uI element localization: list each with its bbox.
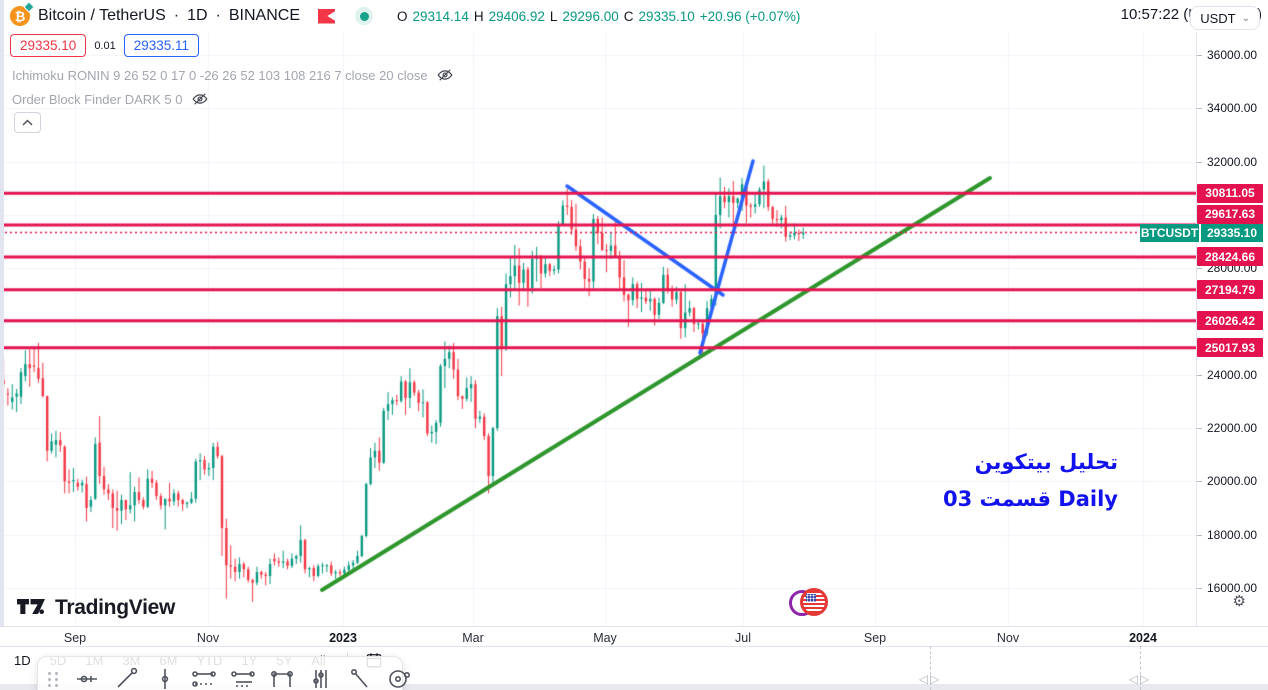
time-axis-month-label: Nov: [196, 631, 220, 645]
range-button-1d[interactable]: 1D: [14, 652, 31, 668]
price-level-label: 29617.63: [1197, 204, 1263, 224]
exchange-label: BINANCE: [228, 7, 300, 24]
price-tick-label: 34000.00: [1207, 101, 1258, 116]
flag-circle-icon: [800, 588, 828, 616]
price-level-label: 25017.93: [1197, 338, 1263, 358]
price-level-label: 28424.66: [1197, 247, 1263, 267]
flag-icon[interactable]: [318, 8, 335, 24]
bitcoin-logo-icon: ₿: [10, 1, 35, 26]
close-label: C: [623, 8, 634, 24]
timeframe-label[interactable]: 1D: [187, 7, 208, 24]
price-level-label: 27194.79: [1197, 280, 1263, 300]
currency-selector[interactable]: USDT ⌄: [1190, 6, 1260, 30]
time-axis-month-label: Jul: [735, 631, 751, 645]
time-axis-month-label: Mar: [462, 631, 484, 645]
analysis-note-line2: قسمت 03 Daily: [943, 487, 1118, 511]
collapse-legend-button[interactable]: [14, 112, 41, 133]
time-axis[interactable]: Sep Nov 2023 Mar May Jul Sep Nov 2024: [0, 626, 1268, 646]
palette-drag-handle-icon[interactable]: [48, 671, 59, 687]
tradingview-watermark[interactable]: TradingView: [17, 596, 175, 620]
currency-label: USDT: [1200, 10, 1236, 26]
chevron-down-icon: ⌄: [1241, 12, 1250, 24]
left-edge-strip: [0, 0, 4, 690]
price-level-label: 30811.05: [1197, 183, 1263, 203]
axis-settings-gear-icon[interactable]: ⚙: [1232, 592, 1246, 610]
pane-resize-handle[interactable]: ◁▷: [1128, 646, 1152, 690]
ray-tool-icon[interactable]: [347, 666, 373, 690]
indicator-name: Order Block Finder DARK 5 0: [12, 91, 183, 107]
analysis-note: تحليل بيتكوين قسمت 03 Daily: [938, 449, 1118, 512]
chevron-up-icon: [22, 119, 33, 126]
sell-button[interactable]: 29335.10: [10, 34, 87, 57]
price-tick-label: 36000.00: [1207, 48, 1258, 62]
price-level-label: 26026.42: [1197, 311, 1263, 331]
measure-tool-icon[interactable]: [74, 666, 100, 690]
vertical-line-tool-icon[interactable]: [152, 666, 178, 690]
price-tick-mark: [1197, 108, 1202, 110]
low-value: 29296.00: [562, 8, 619, 24]
price-tick-mark: [1197, 161, 1202, 163]
visibility-off-icon[interactable]: [191, 90, 209, 108]
title-separator: ·: [173, 7, 180, 24]
time-axis-month-label: Sep: [863, 631, 887, 645]
symbol-title[interactable]: Bitcoin / TetherUS: [38, 7, 166, 24]
disjoint-channel-tool-icon[interactable]: [230, 666, 256, 690]
analysis-note-line1: تحليل بيتكوين: [974, 450, 1118, 474]
price-tick-label: 16000.00: [1207, 581, 1258, 595]
ellipse-tool-icon[interactable]: [386, 666, 412, 690]
price-tick-label: 32000.00: [1207, 154, 1258, 169]
change-value: +20.96 (+0.07%): [699, 8, 801, 24]
price-tick-label: 18000.00: [1207, 527, 1258, 542]
time-axis-month-label: May: [593, 631, 617, 645]
high-label: H: [473, 8, 484, 24]
pane-resize-handle[interactable]: ◁▷: [918, 646, 942, 690]
indicator-row-ichimoku[interactable]: Ichimoku RONIN 9 26 52 0 17 0 -26 26 52 …: [12, 66, 454, 84]
open-label: O: [397, 8, 408, 24]
price-tick-mark: [1197, 481, 1202, 483]
current-symbol: BTCUSDT: [1140, 223, 1199, 242]
connection-status-icon[interactable]: [355, 7, 373, 25]
ohlc-readout: O 29314.14 H 29406.92 L 29296.00 C 29335.10 …: [397, 9, 800, 24]
indicator-name: Ichimoku RONIN 9 26 52 0 17 0 -26 26 52 …: [12, 67, 428, 83]
symbol-header: ₿ Bitcoin / TetherUS · 1D · BINANCE O 293…: [10, 0, 800, 32]
time-axis-year-label: 2023: [329, 631, 357, 645]
price-tick-mark: [1197, 428, 1202, 430]
price-tick-label: 24000.00: [1207, 367, 1258, 382]
tradingview-logo-icon: [17, 597, 47, 619]
price-tick-mark: [1197, 588, 1202, 589]
indicator-row-order-block[interactable]: Order Block Finder DARK 5 0: [12, 90, 209, 108]
drawing-tools-palette: [37, 656, 410, 690]
current-price-value: 29335.10: [1201, 223, 1263, 242]
time-axis-month-label: Sep: [63, 631, 87, 645]
price-tick-mark: [1197, 374, 1202, 376]
trend-line-tool-icon[interactable]: [113, 666, 139, 690]
time-axis-year-label: 2024: [1129, 631, 1157, 645]
price-tick-mark: [1197, 534, 1202, 536]
price-tick-label: 20000.00: [1207, 474, 1258, 489]
tether-badge-icon: [23, 1, 35, 13]
spread-value: 0.01: [94, 39, 116, 52]
price-tick-mark: [1197, 268, 1202, 270]
parallel-channel-tool-icon[interactable]: [191, 666, 217, 690]
tradingview-wordmark: TradingView: [55, 596, 176, 619]
window-bottom-strip: [0, 684, 1268, 690]
low-label: L: [549, 8, 558, 24]
time-axis-month-label: Nov: [996, 631, 1020, 645]
price-chart-canvas[interactable]: [0, 32, 1196, 626]
current-price-label: BTCUSDT 29335.10: [1140, 223, 1263, 242]
open-value: 29314.14: [412, 8, 469, 24]
pitchfork-tool-icon[interactable]: [269, 666, 295, 690]
price-tick-mark: [1197, 55, 1202, 56]
buy-button[interactable]: 29335.11: [123, 34, 200, 57]
close-value: 29335.10: [638, 8, 695, 24]
title-separator: ·: [215, 7, 221, 24]
price-tick-label: 22000.00: [1207, 421, 1258, 436]
channel-logo: [789, 588, 831, 620]
high-value: 29406.92: [488, 8, 545, 24]
quote-row: 29335.10 0.01 29335.11: [10, 34, 200, 57]
bars-pattern-tool-icon[interactable]: [308, 666, 334, 690]
visibility-off-icon[interactable]: [436, 66, 454, 84]
